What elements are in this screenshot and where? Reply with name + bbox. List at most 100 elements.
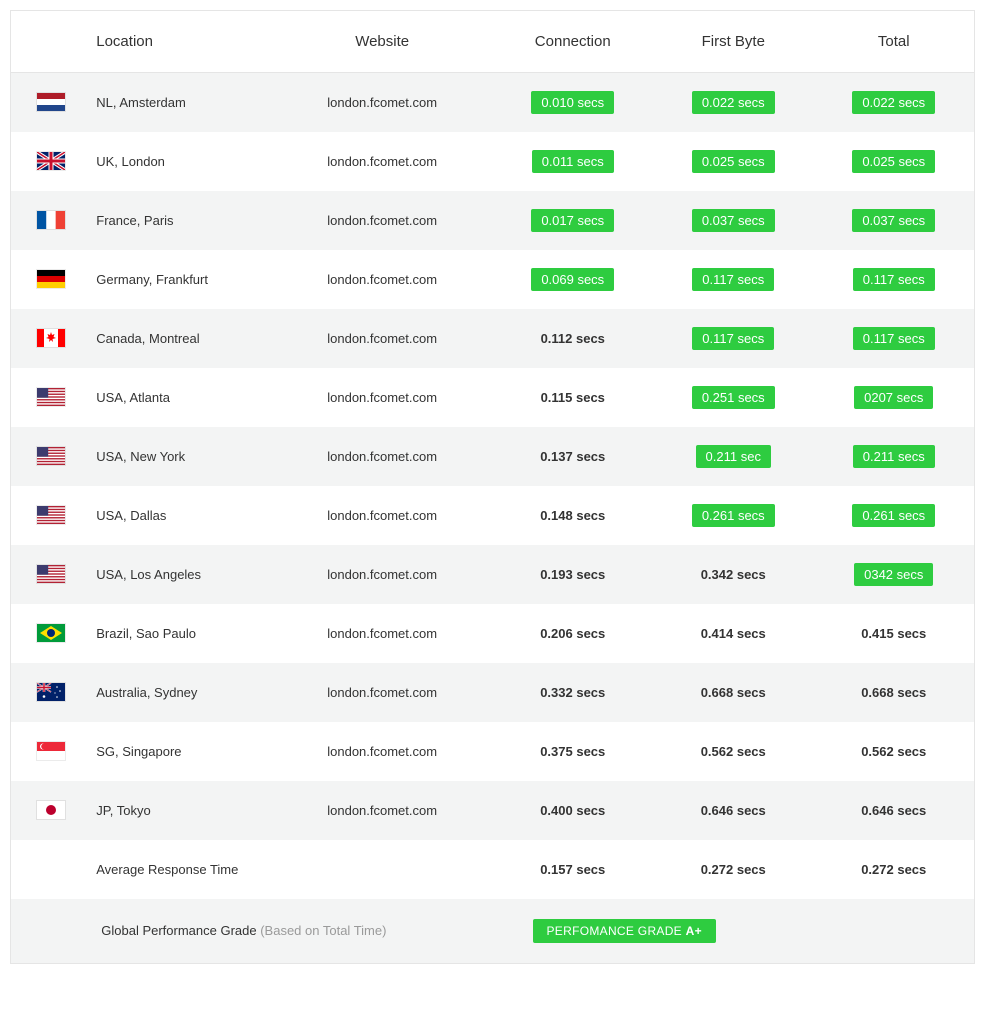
first-byte-cell: 0.414 secs <box>653 604 814 663</box>
average-first-byte: 0.272 secs <box>653 840 814 899</box>
location-cell: SG, Singapore <box>91 722 272 781</box>
connection-cell: 0.332 secs <box>493 663 654 722</box>
grade-badge-cell: PERFOMANCE GRADE A+ <box>493 899 975 963</box>
flag-nl-icon <box>37 94 65 109</box>
location-cell: USA, Atlanta <box>91 368 272 427</box>
total-cell: 0342 secs <box>814 545 975 604</box>
table-row: SG, Singapore london.fcomet.com 0.375 se… <box>11 722 974 781</box>
first-byte-value: 0.117 secs <box>692 327 774 350</box>
flag-cell <box>11 722 91 781</box>
connection-value: 0.069 secs <box>531 268 614 291</box>
connection-value: 0.400 secs <box>540 803 605 818</box>
location-cell: Brazil, Sao Paulo <box>91 604 272 663</box>
total-cell: 0.117 secs <box>814 250 975 309</box>
total-cell: 0.646 secs <box>814 781 975 840</box>
average-label: Average Response Time <box>91 840 492 899</box>
total-value: 0.668 secs <box>861 685 926 700</box>
first-byte-cell: 0.117 secs <box>653 309 814 368</box>
website-cell: london.fcomet.com <box>272 722 493 781</box>
website-cell: london.fcomet.com <box>272 250 493 309</box>
performance-table-container: Location Website Connection First Byte T… <box>10 10 975 964</box>
average-row: Average Response Time 0.157 secs 0.272 s… <box>11 840 974 899</box>
first-byte-value: 0.646 secs <box>701 803 766 818</box>
grade-label: Global Performance Grade (Based on Total… <box>91 899 492 963</box>
first-byte-cell: 0.261 secs <box>653 486 814 545</box>
first-byte-value: 0.211 sec <box>696 445 771 468</box>
flag-jp-icon <box>37 801 65 816</box>
location-cell: JP, Tokyo <box>91 781 272 840</box>
header-website: Website <box>272 11 493 73</box>
website-cell: london.fcomet.com <box>272 663 493 722</box>
first-byte-value: 0.251 secs <box>692 386 775 409</box>
first-byte-value: 0.562 secs <box>701 744 766 759</box>
connection-value: 0.137 secs <box>540 449 605 464</box>
table-row: France, Paris london.fcomet.com 0.017 se… <box>11 191 974 250</box>
flag-cell <box>11 781 91 840</box>
location-cell: Canada, Montreal <box>91 309 272 368</box>
table-row: Brazil, Sao Paulo london.fcomet.com 0.20… <box>11 604 974 663</box>
connection-value: 0.115 secs <box>541 390 605 405</box>
total-value: 0.562 secs <box>861 744 926 759</box>
website-cell: london.fcomet.com <box>272 781 493 840</box>
connection-cell: 0.148 secs <box>493 486 654 545</box>
flag-cell <box>11 545 91 604</box>
website-cell: london.fcomet.com <box>272 73 493 132</box>
connection-cell: 0.400 secs <box>493 781 654 840</box>
flag-fr-icon <box>37 211 65 226</box>
first-byte-value: 0.261 secs <box>692 504 775 527</box>
table-row: USA, Dallas london.fcomet.com 0.148 secs… <box>11 486 974 545</box>
total-cell: 0.117 secs <box>814 309 975 368</box>
connection-value: 0.010 secs <box>531 91 614 114</box>
website-cell: london.fcomet.com <box>272 368 493 427</box>
total-cell: 0.415 secs <box>814 604 975 663</box>
website-cell: london.fcomet.com <box>272 132 493 191</box>
total-value: 0.037 secs <box>852 209 935 232</box>
average-total: 0.272 secs <box>814 840 975 899</box>
table-row: JP, Tokyo london.fcomet.com 0.400 secs 0… <box>11 781 974 840</box>
connection-value: 0.193 secs <box>540 567 605 582</box>
connection-cell: 0.011 secs <box>493 132 654 191</box>
flag-cell <box>11 486 91 545</box>
location-cell: USA, Dallas <box>91 486 272 545</box>
table-row: USA, New York london.fcomet.com 0.137 se… <box>11 427 974 486</box>
flag-cell <box>11 191 91 250</box>
connection-value: 0.332 secs <box>540 685 605 700</box>
connection-value: 0.112 secs <box>541 331 605 346</box>
location-cell: NL, Amsterdam <box>91 73 272 132</box>
connection-value: 0.011 secs <box>532 150 614 173</box>
flag-us-icon <box>37 447 65 462</box>
total-cell: 0207 secs <box>814 368 975 427</box>
connection-cell: 0.193 secs <box>493 545 654 604</box>
total-value: 0207 secs <box>854 386 933 409</box>
flag-us-icon <box>37 565 65 580</box>
total-cell: 0.261 secs <box>814 486 975 545</box>
connection-value: 0.017 secs <box>531 209 614 232</box>
header-flag <box>11 11 91 73</box>
first-byte-cell: 0.342 secs <box>653 545 814 604</box>
table-row: Canada, Montreal london.fcomet.com 0.112… <box>11 309 974 368</box>
first-byte-cell: 0.117 secs <box>653 250 814 309</box>
total-value: 0.211 secs <box>853 445 935 468</box>
flag-sg-icon <box>37 742 65 757</box>
first-byte-value: 0.342 secs <box>701 567 766 582</box>
flag-cell <box>11 368 91 427</box>
website-cell: london.fcomet.com <box>272 486 493 545</box>
flag-cell <box>11 309 91 368</box>
location-cell: France, Paris <box>91 191 272 250</box>
connection-cell: 0.206 secs <box>493 604 654 663</box>
total-value: 0.117 secs <box>853 268 935 291</box>
first-byte-value: 0.022 secs <box>692 91 775 114</box>
average-connection: 0.157 secs <box>493 840 654 899</box>
flag-cell <box>11 663 91 722</box>
connection-cell: 0.010 secs <box>493 73 654 132</box>
website-cell: london.fcomet.com <box>272 545 493 604</box>
grade-sublabel: (Based on Total Time) <box>260 923 386 938</box>
first-byte-value: 0.668 secs <box>701 685 766 700</box>
first-byte-cell: 0.668 secs <box>653 663 814 722</box>
average-flag-cell <box>11 840 91 899</box>
first-byte-cell: 0.646 secs <box>653 781 814 840</box>
connection-cell: 0.069 secs <box>493 250 654 309</box>
flag-au-icon <box>37 683 65 698</box>
location-cell: Germany, Frankfurt <box>91 250 272 309</box>
first-byte-cell: 0.025 secs <box>653 132 814 191</box>
